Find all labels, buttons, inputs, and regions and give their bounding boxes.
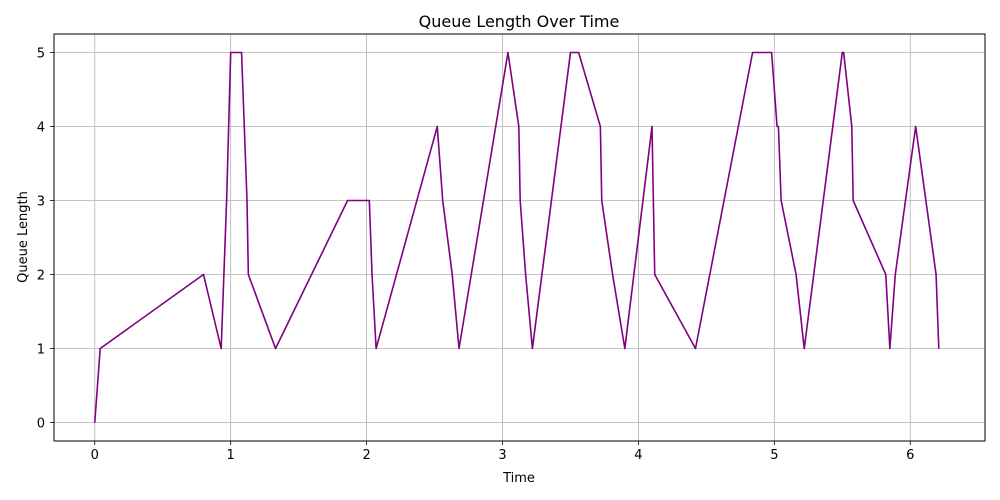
data-point [458, 347, 460, 350]
data-point [601, 199, 603, 202]
x-tick-label: 2 [362, 448, 370, 463]
data-point [230, 51, 232, 54]
data-point [771, 51, 773, 54]
data-point [451, 273, 453, 276]
data-point [777, 125, 780, 128]
data-point [246, 199, 248, 202]
x-tick-label: 4 [634, 448, 642, 463]
data-point [507, 51, 509, 54]
data-point [569, 51, 572, 54]
data-point [652, 199, 654, 202]
y-tick-label: 3 [37, 195, 45, 210]
data-point [226, 199, 228, 202]
data-point [851, 125, 853, 128]
queue-length-series-line [93, 51, 940, 423]
data-point [525, 273, 527, 276]
x-tick-label: 5 [770, 448, 778, 463]
data-point [651, 125, 653, 128]
data-point [531, 347, 534, 350]
data-point [915, 125, 917, 128]
data-point [938, 347, 940, 350]
data-point [518, 125, 520, 128]
y-axis-title: Queue Length [16, 191, 31, 283]
data-point [751, 51, 754, 54]
data-point [889, 347, 891, 350]
x-tick-label: 6 [906, 448, 914, 463]
data-point [803, 347, 805, 350]
data-point [599, 125, 601, 128]
data-point [371, 273, 373, 276]
data-point [442, 199, 444, 202]
y-tick-label: 2 [37, 269, 45, 284]
data-point [578, 51, 580, 54]
data-point [654, 273, 656, 276]
data-point [519, 199, 521, 202]
data-point [841, 51, 843, 54]
x-tick-label: 3 [498, 448, 506, 463]
data-point [694, 347, 697, 350]
data-point [780, 199, 782, 202]
data-point [375, 347, 377, 350]
plot-area-frame [53, 33, 986, 442]
data-point [935, 273, 937, 276]
data-point [436, 125, 438, 128]
data-points [94, 51, 940, 424]
data-point [368, 199, 370, 202]
y-tick-label: 4 [37, 121, 45, 136]
data-point [612, 273, 614, 276]
data-point [274, 347, 277, 350]
y-tick-label: 0 [37, 417, 45, 432]
grid-lines [54, 34, 985, 441]
data-point [852, 199, 854, 202]
y-tick-label: 5 [37, 47, 45, 62]
data-point [346, 199, 349, 202]
data-point [885, 273, 887, 276]
x-tick-label: 0 [91, 448, 99, 463]
data-point [220, 347, 222, 350]
x-axis-title: Time [502, 471, 535, 486]
data-point [240, 51, 243, 54]
data-point [247, 273, 249, 276]
data-point [99, 347, 101, 350]
data-point [795, 273, 797, 276]
data-point [894, 273, 896, 276]
chart-title: Queue Length Over Time [419, 12, 620, 31]
y-axis-ticks: 0 1 2 3 4 5 [37, 47, 54, 432]
data-point [776, 125, 778, 128]
data-point [843, 51, 845, 54]
x-axis-ticks: 0 1 2 3 4 5 6 [91, 441, 914, 463]
x-tick-label: 1 [227, 448, 235, 463]
y-tick-label: 1 [37, 343, 45, 358]
data-point [624, 347, 626, 350]
data-point [94, 421, 96, 424]
data-point [202, 273, 205, 276]
